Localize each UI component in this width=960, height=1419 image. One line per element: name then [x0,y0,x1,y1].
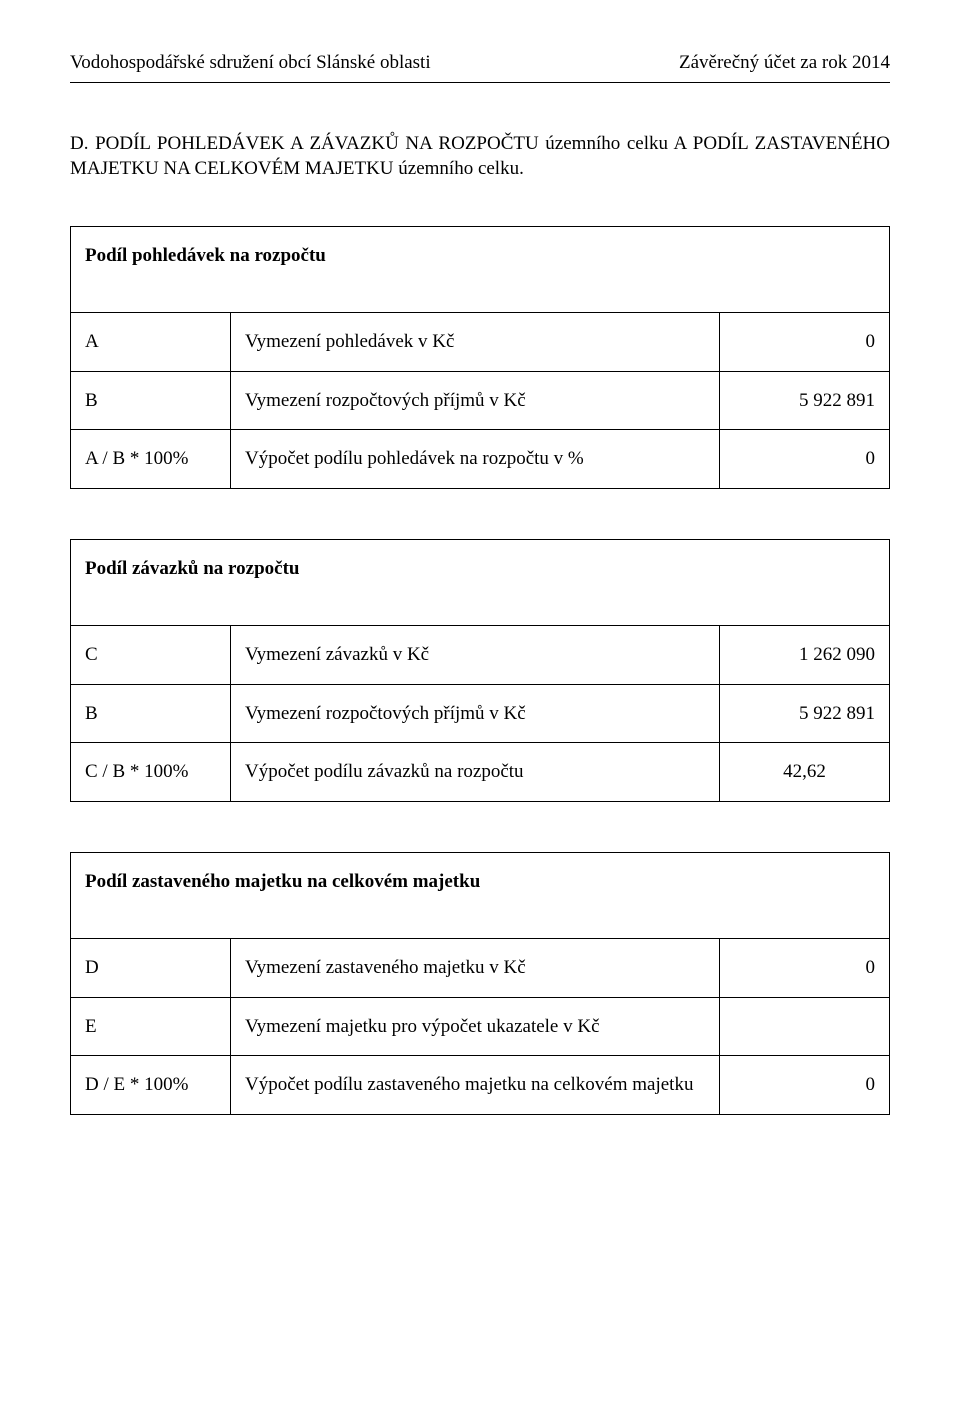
cell-value: 0 [720,430,890,489]
cell-desc: Vymezení rozpočtových příjmů v Kč [231,684,720,743]
table-row: A Vymezení pohledávek v Kč 0 [71,313,890,372]
header-left: Vodohospodářské sdružení obcí Slánské ob… [70,50,431,76]
cell-value: 0 [720,939,890,998]
table2-spacer [71,598,890,626]
table-row: E Vymezení majetku pro výpočet ukazatele… [71,997,890,1056]
cell-label: C [71,626,231,685]
table-pohledavky: Podíl pohledávek na rozpočtu A Vymezení … [70,226,890,489]
cell-value [720,997,890,1056]
table-row: D Vymezení zastaveného majetku v Kč 0 [71,939,890,998]
table-majetek: Podíl zastaveného majetku na celkovém ma… [70,852,890,1115]
cell-label: B [71,371,231,430]
table3-caption: Podíl zastaveného majetku na celkovém ma… [71,853,890,911]
cell-desc: Vymezení pohledávek v Kč [231,313,720,372]
table-row: B Vymezení rozpočtových příjmů v Kč 5 92… [71,371,890,430]
cell-value: 0 [720,313,890,372]
cell-label: B [71,684,231,743]
cell-label: D / E * 100% [71,1056,231,1115]
table1-spacer [71,285,890,313]
cell-desc: Vymezení majetku pro výpočet ukazatele v… [231,997,720,1056]
table-row: D / E * 100% Výpočet podílu zastaveného … [71,1056,890,1115]
table3-spacer [71,911,890,939]
cell-desc: Výpočet podílu závazků na rozpočtu [231,743,720,802]
cell-desc: Vymezení závazků v Kč [231,626,720,685]
cell-value: 5 922 891 [720,371,890,430]
cell-label: A [71,313,231,372]
cell-value: 42,62 [720,743,890,802]
table-zavazky: Podíl závazků na rozpočtu C Vymezení záv… [70,539,890,802]
table2-caption: Podíl závazků na rozpočtu [71,539,890,597]
header-underline [70,82,890,83]
cell-desc: Výpočet podílu zastaveného majetku na ce… [231,1056,720,1115]
cell-desc: Vymezení zastaveného majetku v Kč [231,939,720,998]
cell-label: D [71,939,231,998]
cell-value: 1 262 090 [720,626,890,685]
table-row: B Vymezení rozpočtových příjmů v Kč 5 92… [71,684,890,743]
header-right: Závěrečný účet za rok 2014 [679,50,890,76]
cell-label: E [71,997,231,1056]
table1-caption: Podíl pohledávek na rozpočtu [71,226,890,284]
cell-desc: Výpočet podílu pohledávek na rozpočtu v … [231,430,720,489]
cell-desc: Vymezení rozpočtových příjmů v Kč [231,371,720,430]
section-title: D. PODÍL POHLEDÁVEK A ZÁVAZKŮ NA ROZPOČT… [70,131,890,182]
table-row: C Vymezení závazků v Kč 1 262 090 [71,626,890,685]
cell-value: 0 [720,1056,890,1115]
table-row: C / B * 100% Výpočet podílu závazků na r… [71,743,890,802]
table-row: A / B * 100% Výpočet podílu pohledávek n… [71,430,890,489]
cell-label: A / B * 100% [71,430,231,489]
page-header: Vodohospodářské sdružení obcí Slánské ob… [70,50,890,76]
cell-label: C / B * 100% [71,743,231,802]
cell-value: 5 922 891 [720,684,890,743]
